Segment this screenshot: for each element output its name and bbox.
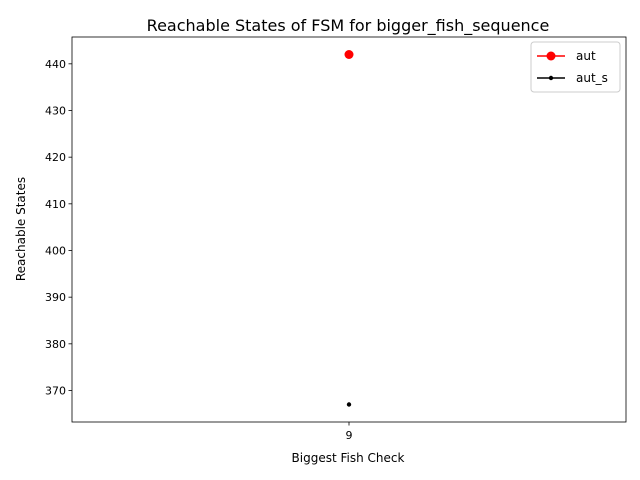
y-tick-label: 410 [45,198,66,211]
x-axis-label: Biggest Fish Check [292,451,405,465]
y-axis-label: Reachable States [14,177,28,281]
y-tick-label: 400 [45,245,66,258]
y-tick-label: 390 [45,291,66,304]
legend: aut aut_s [530,41,621,93]
plot-area [71,36,627,423]
y-tick-label: 370 [45,385,66,398]
data-point-aut_s [346,402,352,407]
legend-marker-aut_s [548,75,554,81]
data-point-aut [344,50,354,59]
chart-title: Reachable States of FSM for bigger_fish_… [147,16,550,36]
data-marks [344,50,354,407]
legend-label-aut: aut [576,49,596,63]
x-axis: 9 [346,422,353,442]
y-tick-label: 430 [45,105,66,118]
legend-marker-aut [546,51,556,61]
x-tick-label: 9 [346,429,353,442]
legend-label-aut_s: aut_s [576,71,608,85]
y-axis: 370 380 390 400 410 420 430 440 [45,58,72,398]
y-tick-label: 380 [45,338,66,351]
y-tick-label: 420 [45,151,66,164]
y-tick-label: 440 [45,58,66,71]
